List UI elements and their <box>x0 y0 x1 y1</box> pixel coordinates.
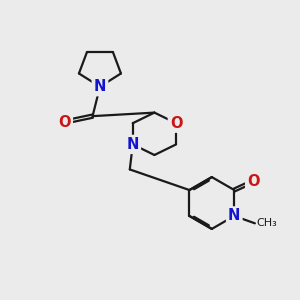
Text: N: N <box>94 79 106 94</box>
Text: O: O <box>247 174 260 189</box>
Text: O: O <box>58 115 71 130</box>
Text: CH₃: CH₃ <box>256 218 277 228</box>
Text: N: N <box>127 137 139 152</box>
Text: N: N <box>228 208 241 224</box>
Text: O: O <box>170 116 182 131</box>
